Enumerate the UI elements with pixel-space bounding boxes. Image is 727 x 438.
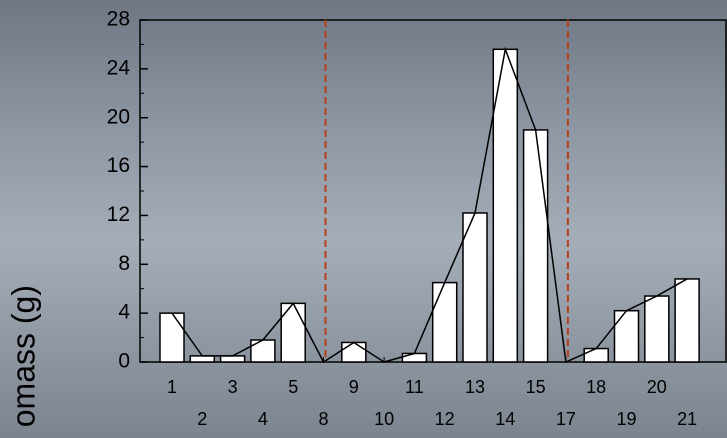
x-tick-label: 3: [228, 377, 238, 397]
x-tick-label: 1: [167, 377, 177, 397]
trend-line: [172, 49, 687, 362]
bar: [675, 279, 699, 362]
chart: omass (g) 048121620242812345891011121314…: [0, 0, 727, 438]
x-tick-label: 4: [258, 409, 268, 429]
x-tick-label: 12: [435, 409, 455, 429]
bar: [433, 283, 457, 362]
y-tick-label: 8: [118, 252, 130, 275]
x-tick-label: 20: [647, 377, 667, 397]
y-tick-label: 16: [107, 154, 130, 177]
x-tick-label: 21: [677, 409, 697, 429]
y-tick-label: 0: [118, 350, 130, 373]
y-tick-label: 20: [107, 105, 130, 128]
y-tick-label: 12: [107, 203, 130, 226]
x-tick-label: 8: [318, 409, 328, 429]
bar: [584, 349, 608, 362]
x-tick-label: 18: [586, 377, 606, 397]
bar: [524, 130, 548, 362]
bar: [615, 311, 639, 362]
bar: [190, 356, 214, 362]
x-tick-label: 2: [197, 409, 207, 429]
x-tick-label: 13: [465, 377, 485, 397]
bar: [221, 356, 245, 362]
x-tick-label: 19: [616, 409, 636, 429]
x-tick-label: 17: [556, 409, 576, 429]
x-tick-label: 15: [526, 377, 546, 397]
bar: [645, 296, 669, 362]
x-tick-label: 9: [349, 377, 359, 397]
x-tick-label: 14: [495, 409, 515, 429]
bar: [251, 340, 275, 362]
bar: [281, 303, 305, 362]
y-tick-label: 4: [118, 301, 130, 324]
bar: [160, 313, 184, 362]
y-axis-label: omass (g): [5, 285, 41, 427]
x-tick-label: 10: [374, 409, 394, 429]
bar: [463, 213, 487, 362]
bar: [342, 342, 366, 362]
x-tick-label: 5: [288, 377, 298, 397]
bar: [402, 353, 426, 362]
y-tick-label: 28: [107, 8, 130, 31]
y-tick-label: 24: [107, 56, 131, 79]
x-tick-label: 11: [405, 377, 424, 397]
